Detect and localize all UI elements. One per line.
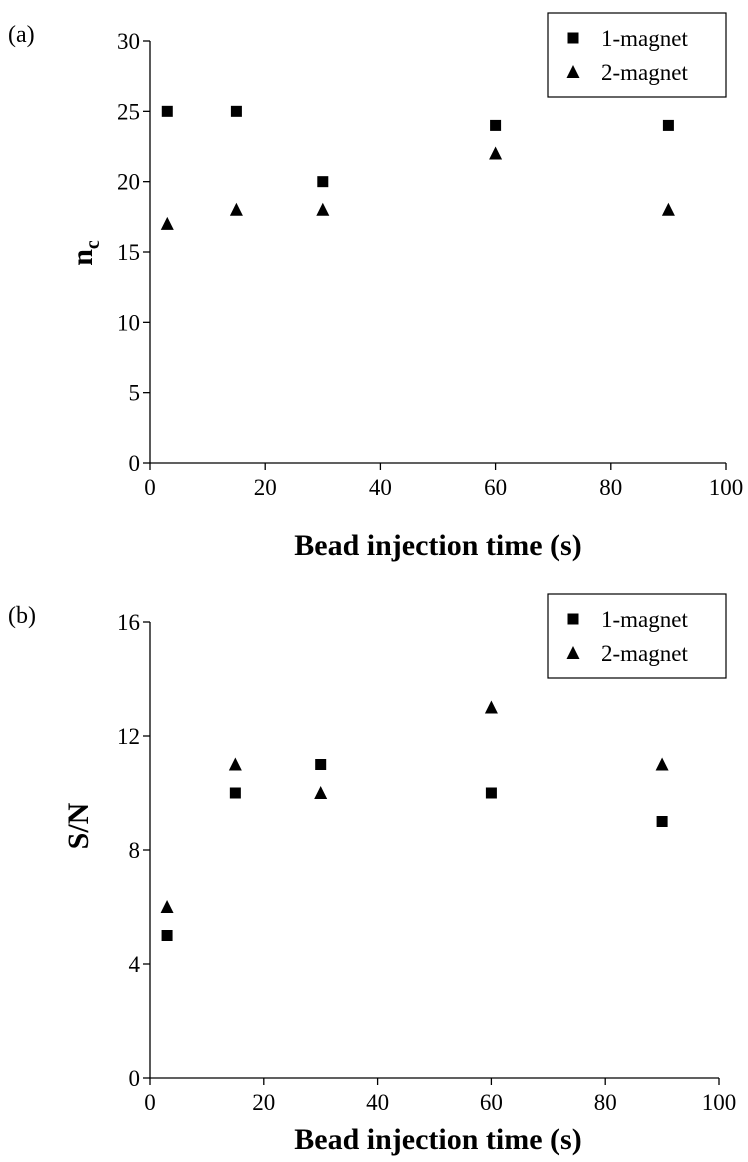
x-tick-label-a: 40	[369, 475, 392, 500]
y-tick-label-a: 0	[129, 451, 141, 476]
y-axis-title-subscript-a: c	[82, 240, 104, 249]
x-tick-label-a: 0	[144, 475, 156, 500]
data-point-triangle-b	[484, 700, 498, 714]
legend-marker-square-b	[567, 613, 579, 625]
data-point-square-b	[161, 930, 173, 941]
series-triangle-b	[160, 700, 669, 913]
data-point-square-b	[485, 787, 497, 799]
x-tick-label-b: 0	[144, 1090, 156, 1115]
svg-text:nc: nc	[66, 240, 104, 266]
y-axis-title-a: nc	[66, 240, 104, 266]
data-point-triangle-a	[489, 146, 503, 160]
x-tick-label-a: 20	[254, 475, 277, 500]
y-tick-label-b: 8	[129, 838, 141, 863]
y-tick-label-b: 12	[117, 724, 140, 749]
data-point-square-a	[230, 105, 242, 117]
data-point-triangle-b	[655, 757, 669, 771]
plot-area-b: 0 4 8 12 16 0 20 40 60 80 100 1-magnet 2-magnet	[117, 593, 737, 1115]
y-axis-title-main-b: S/N	[62, 802, 95, 849]
chart-panel-a: (a) nc Bead injection time (s) 0 5 10 15 20 2…	[8, 12, 744, 562]
x-tick-label-b: 40	[366, 1090, 389, 1115]
y-axis-title-b: S/N	[62, 802, 95, 849]
data-point-triangle-b	[160, 900, 174, 913]
legend-marker-triangle-b	[566, 646, 580, 659]
series-triangle-a	[160, 146, 675, 230]
data-point-square-a	[317, 176, 329, 188]
x-tick-label-a: 80	[599, 475, 622, 500]
y-tick-label-b: 0	[129, 1066, 141, 1091]
y-axis-title-main-a: n	[66, 249, 99, 266]
panel-label-b: (b)	[8, 603, 36, 629]
legend-marker-triangle-a	[566, 65, 580, 78]
legend-label-triangle-a: 2-magnet	[601, 60, 688, 85]
data-point-triangle-b	[314, 786, 328, 799]
x-tick-label-a: 60	[484, 475, 507, 500]
legend-frame-b	[547, 593, 727, 679]
data-point-square-a	[161, 105, 173, 117]
svg-text:S/N: S/N	[62, 802, 95, 849]
data-point-triangle-a	[229, 202, 243, 216]
data-point-square-b	[656, 816, 668, 827]
y-tick-label-a: 30	[117, 29, 140, 54]
chart-panel-b: (b) S/N Bead injection time (s) 04812160…	[8, 593, 737, 1156]
data-point-triangle-b	[228, 757, 242, 771]
legend-label-square-a: 1-magnet	[601, 26, 688, 51]
x-tick-label-b: 100	[702, 1090, 737, 1115]
legend-label-square-b: 1-magnet	[601, 607, 688, 632]
data-point-triangle-a	[160, 216, 174, 230]
data-point-square-a	[490, 119, 502, 131]
y-tick-label-a: 15	[117, 240, 140, 265]
data-point-square-b	[315, 759, 327, 770]
legend-a: 1-magnet 2-magnet	[547, 12, 727, 98]
data-point-square-b	[229, 787, 241, 799]
series-square-b	[161, 759, 668, 941]
y-tick-label-a: 20	[117, 170, 140, 195]
y-tick-label-a: 10	[117, 310, 140, 335]
x-tick-label-b: 60	[480, 1090, 503, 1115]
x-axis-title-b: Bead injection time (s)	[294, 1123, 581, 1156]
plot-area-a: 0 5 10 15 20 25 30 0 20 40 60 80 100 1-magnet 2-magnet	[117, 12, 744, 500]
legend-marker-square-a	[567, 32, 579, 44]
x-tick-label-b: 80	[594, 1090, 617, 1115]
y-tick-label-a: 5	[129, 381, 141, 406]
data-point-triangle-a	[661, 202, 675, 216]
legend-frame-a	[547, 12, 727, 98]
legend-b: 1-magnet 2-magnet	[547, 593, 727, 679]
x-axis-title-a: Bead injection time (s)	[294, 529, 581, 562]
x-tick-label-a: 100	[709, 475, 744, 500]
y-tick-label-b: 16	[117, 610, 140, 635]
data-point-square-a	[662, 119, 674, 131]
data-point-triangle-a	[316, 202, 330, 216]
x-tick-label-b: 20	[252, 1090, 275, 1115]
panel-label-a: (a)	[8, 22, 35, 48]
y-tick-label-b: 4	[129, 952, 141, 977]
series-square-a	[161, 105, 674, 188]
legend-label-triangle-b: 2-magnet	[601, 641, 688, 666]
y-tick-label-a: 25	[117, 99, 140, 124]
